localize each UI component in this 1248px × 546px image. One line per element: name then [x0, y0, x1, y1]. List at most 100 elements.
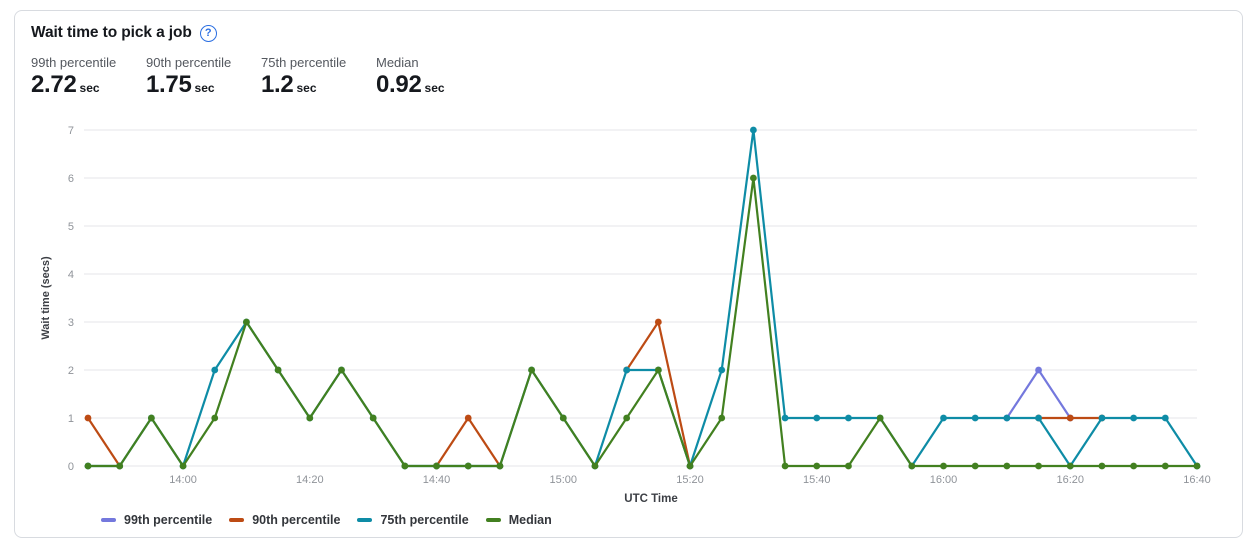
data-point[interactable] [243, 318, 250, 326]
legend-item-75th-percentile[interactable]: 75th percentile [357, 513, 469, 527]
x-tick-label: 16:40 [1183, 474, 1211, 486]
data-point[interactable] [845, 462, 852, 470]
y-tick-label: 6 [68, 173, 74, 185]
stat-value: 0.92 sec [376, 71, 491, 102]
data-point[interactable] [1130, 414, 1138, 422]
data-point[interactable] [654, 366, 662, 374]
stat-label: 99th percentile [31, 55, 117, 70]
data-point[interactable] [623, 414, 631, 422]
data-point[interactable] [1035, 366, 1042, 374]
data-point[interactable] [1003, 414, 1011, 422]
series-line-90th-percentile[interactable] [435, 416, 502, 468]
x-tick-label: 14:20 [296, 474, 324, 486]
data-point[interactable] [686, 462, 694, 470]
x-tick-label: 15:00 [550, 474, 578, 486]
stat-label: 90th percentile [146, 55, 232, 70]
data-point[interactable] [940, 414, 947, 422]
legend-label: Median [508, 513, 552, 527]
data-point[interactable] [528, 366, 535, 374]
stat-unit: sec [79, 81, 100, 95]
x-axis-title: UTC Time [624, 493, 678, 505]
data-point[interactable] [591, 462, 599, 470]
y-tick-label: 2 [68, 365, 74, 377]
data-point[interactable] [908, 462, 916, 470]
data-point[interactable] [338, 366, 345, 374]
data-point[interactable] [211, 366, 219, 374]
data-point[interactable] [147, 414, 155, 422]
data-point[interactable] [1098, 414, 1106, 422]
data-point[interactable] [750, 126, 757, 134]
data-point[interactable] [1193, 462, 1201, 470]
stat-99th-percentile: 99th percentile 2.72 sec [31, 55, 146, 102]
data-point[interactable] [876, 414, 884, 422]
data-point[interactable] [179, 462, 187, 470]
stat-median: Median 0.92 sec [376, 55, 491, 102]
series-line-75th-percentile[interactable] [86, 128, 1199, 468]
data-point[interactable] [813, 462, 821, 470]
y-tick-label: 4 [68, 269, 74, 281]
data-point[interactable] [116, 462, 124, 470]
data-point[interactable] [433, 462, 440, 470]
data-point[interactable] [496, 462, 504, 470]
data-point[interactable] [1161, 462, 1169, 470]
series-line-90th-percentile[interactable] [86, 416, 121, 468]
y-tick-label: 3 [68, 317, 74, 329]
data-point[interactable] [1035, 462, 1042, 470]
card-title: Wait time to pick a job [31, 24, 192, 41]
stat-number: 2.72 [31, 71, 77, 98]
data-point[interactable] [1066, 414, 1074, 422]
y-tick-label: 0 [68, 461, 74, 473]
data-point[interactable] [211, 414, 219, 422]
data-point[interactable] [274, 366, 282, 374]
data-point[interactable] [750, 174, 757, 182]
stat-unit: sec [296, 81, 317, 95]
legend-item-median[interactable]: Median [485, 513, 552, 527]
data-point[interactable] [559, 414, 567, 422]
series-line-median[interactable] [86, 176, 1199, 468]
help-question-icon[interactable]: ? [199, 24, 217, 42]
stat-label: 75th percentile [261, 55, 347, 70]
data-point[interactable] [84, 462, 92, 470]
x-tick-label: 16:00 [930, 474, 958, 486]
legend-swatch [357, 518, 373, 522]
data-point[interactable] [1003, 462, 1011, 470]
data-point[interactable] [464, 414, 472, 422]
x-tick-label: 16:20 [1056, 474, 1084, 486]
series-line-99th-percentile[interactable] [1005, 368, 1072, 420]
legend-item-90th-percentile[interactable]: 90th percentile [229, 513, 340, 527]
data-point[interactable] [654, 318, 662, 326]
stat-90th-percentile: 90th percentile 1.75 sec [146, 55, 261, 102]
data-point[interactable] [781, 462, 789, 470]
data-point[interactable] [718, 414, 726, 422]
data-point[interactable] [306, 414, 314, 422]
x-tick-label: 14:40 [423, 474, 451, 486]
legend-item-99th-percentile[interactable]: 99th percentile [101, 513, 212, 527]
data-point[interactable] [84, 414, 92, 422]
data-point[interactable] [401, 462, 409, 470]
data-point[interactable] [1035, 414, 1042, 422]
data-point[interactable] [369, 414, 377, 422]
card-header: Wait time to pick a job ? [31, 21, 1242, 45]
line-chart-canvas[interactable]: 0 1 2 3 4 5 6 7 14:00 14:20 14:40 15:00 15:20 15:40 16… [31, 120, 1248, 492]
stat-number: 1.75 [146, 71, 192, 98]
data-point[interactable] [940, 462, 947, 470]
data-point[interactable] [813, 414, 821, 422]
x-tick-label: 15:40 [803, 474, 831, 486]
wait-time-card: Wait time to pick a job ? 99th percentil… [14, 10, 1243, 538]
legend-swatch [101, 518, 116, 522]
data-point[interactable] [1066, 462, 1074, 470]
data-point[interactable] [1161, 414, 1169, 422]
data-point[interactable] [845, 414, 852, 422]
data-point[interactable] [781, 414, 789, 422]
series-line-90th-percentile[interactable] [625, 320, 692, 468]
data-point[interactable] [464, 462, 472, 470]
y-axis-title: Wait time (secs) [40, 256, 52, 340]
data-point[interactable] [623, 366, 631, 374]
data-point[interactable] [971, 462, 979, 470]
data-point[interactable] [1130, 462, 1138, 470]
data-point[interactable] [1098, 462, 1106, 470]
data-point[interactable] [718, 366, 726, 374]
data-point[interactable] [971, 414, 979, 422]
stat-number: 0.92 [376, 71, 422, 98]
stat-75th-percentile: 75th percentile 1.2 sec [261, 55, 376, 102]
